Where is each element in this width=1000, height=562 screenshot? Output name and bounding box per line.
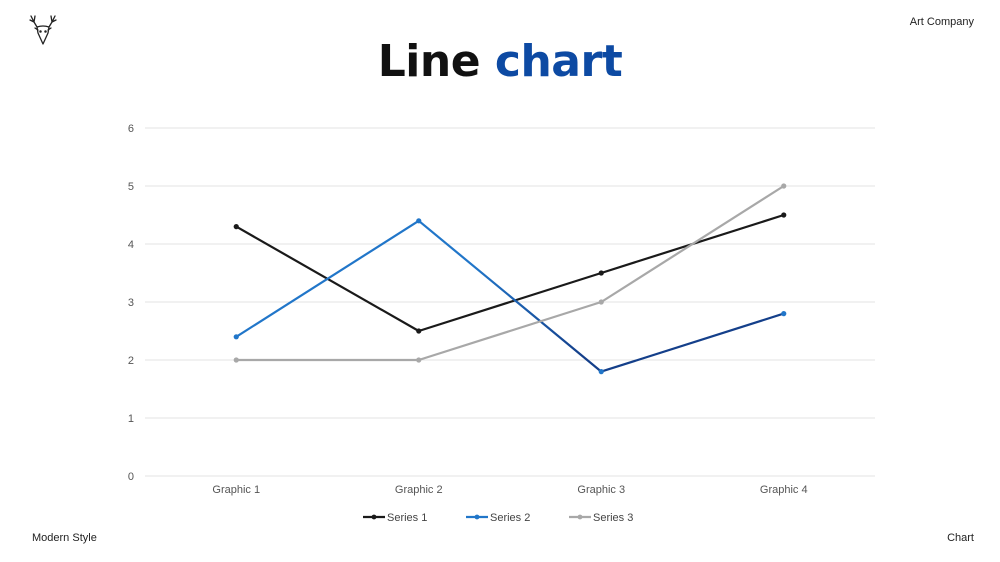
x-tick-label: Graphic 1 (212, 484, 260, 496)
series-3-point (781, 183, 787, 189)
legend-marker-series-1 (371, 514, 377, 520)
y-tick-label: 6 (128, 123, 134, 135)
footer-left-label: Modern Style (32, 532, 97, 544)
series-2-point (781, 311, 787, 317)
series-1-point (598, 270, 604, 276)
y-tick-label: 2 (128, 355, 134, 367)
series-1-point (781, 212, 787, 218)
page-title: Line chart (0, 36, 1000, 87)
y-tick-label: 1 (128, 413, 134, 425)
series-3-point (598, 299, 604, 305)
x-tick-label: Graphic 3 (577, 484, 625, 496)
series-1-line (235, 213, 785, 333)
x-tick-label: Graphic 4 (760, 484, 808, 496)
y-tick-label: 3 (128, 297, 134, 309)
legend-marker-series-3 (577, 514, 583, 520)
title-part-1: Line (377, 36, 481, 87)
y-tick-label: 4 (128, 239, 134, 251)
series-3-point (416, 357, 422, 363)
title-part-2: chart (494, 36, 623, 87)
series-2-point (598, 369, 604, 375)
legend-label-series-3: Series 3 (593, 512, 633, 524)
legend-marker-series-2 (474, 514, 480, 520)
series-2-point (233, 334, 239, 340)
company-name: Art Company (909, 16, 974, 28)
footer-right-label: Chart (947, 532, 974, 544)
legend-label-series-2: Series 2 (490, 512, 530, 524)
series-1-point (416, 328, 422, 334)
y-tick-label: 0 (128, 471, 134, 483)
deer-head-icon (29, 15, 57, 45)
series-2-line (235, 219, 785, 373)
series-2-point (416, 218, 422, 224)
series-3-point (233, 357, 239, 363)
y-tick-label: 5 (128, 181, 134, 193)
x-tick-label: Graphic 2 (395, 484, 443, 496)
series-3-line (236, 185, 785, 362)
series-1-point (233, 224, 239, 230)
legend-label-series-1: Series 1 (387, 512, 427, 524)
